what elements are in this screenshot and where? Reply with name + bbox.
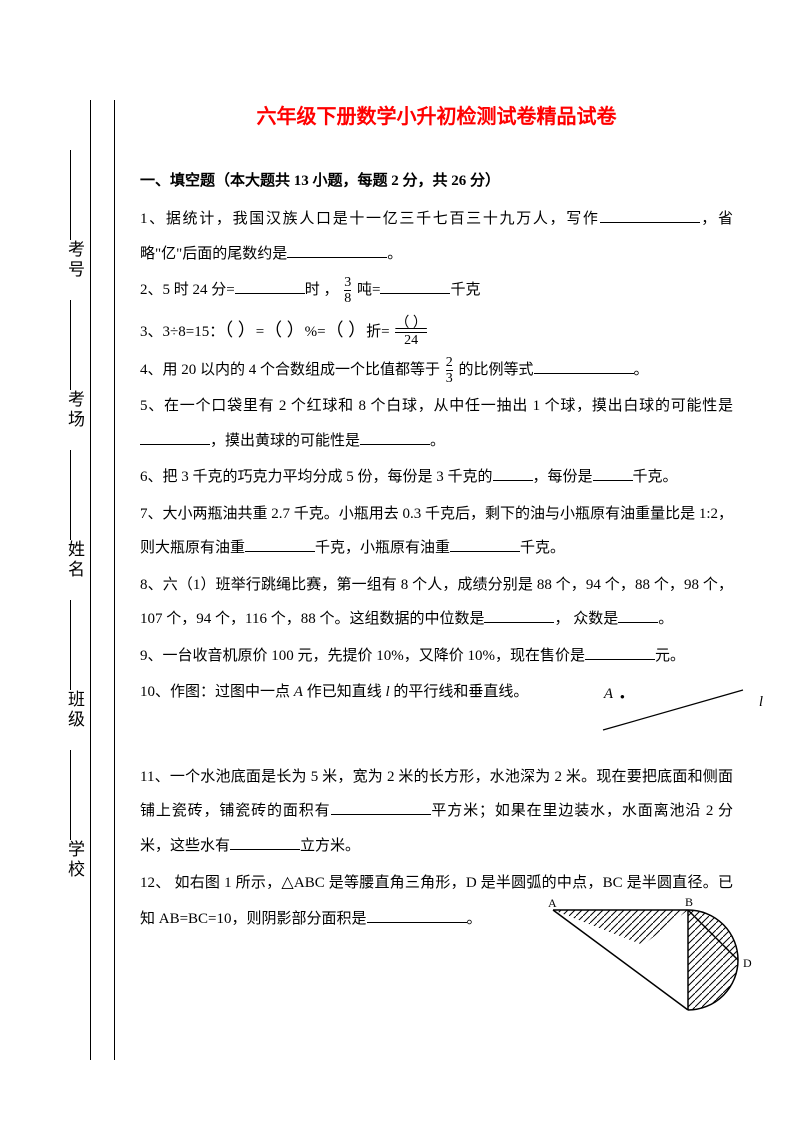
- q12-figure: A B D C: [548, 895, 763, 1015]
- q8-blank-1: [484, 608, 554, 623]
- q7-text-b: 千克，小瓶原有油重: [315, 540, 450, 556]
- q12-blank-1: [367, 908, 467, 923]
- q12-text-c: 。: [467, 911, 482, 927]
- question-2: 2、5 时 24 分= 时 ， 38 吨= 千克: [140, 273, 733, 308]
- question-3: 3、3÷8=15：（ ）=（ ）%=（ ）折= （ ）24: [140, 310, 733, 351]
- q2-text-d: 千克: [450, 282, 480, 298]
- q3-paren-1: （ ）: [224, 320, 256, 340]
- q6-text-a: 6、把 3 千克的巧克力平均分成 5 份，每份是 3 千克的: [140, 469, 493, 485]
- q4-frac-den: 3: [446, 370, 453, 386]
- q8-text-b: ， 众数是: [554, 611, 618, 627]
- q11-blank-2: [230, 835, 300, 850]
- q10-line-l-label: l: [759, 685, 763, 720]
- q4-text-a: 4、用 20 以内的 4 个合数组成一个比值都等于: [140, 362, 440, 378]
- q6-blank-2: [593, 466, 633, 481]
- q10-text-b: A: [294, 684, 303, 700]
- q8-blank-2: [618, 608, 658, 623]
- q9-text-b: 元。: [655, 648, 685, 664]
- q5-text-b: ，摸出黄球的可能性是: [210, 433, 360, 449]
- q10-text-c: 作已知直线: [303, 684, 386, 700]
- triangle-icon: △: [281, 874, 294, 891]
- question-1: 1、据统计，我国汉族人口是十一亿三千七百三十九万人，写作，省略"亿"后面的尾数约…: [140, 202, 733, 271]
- q1-blank-1: [600, 208, 700, 223]
- q10-text-e: 的平行线和垂直线。: [390, 684, 529, 700]
- q12-label-a: A: [548, 896, 557, 910]
- page-content: 六年级下册数学小升初检测试卷精品试卷 一、填空题（本大题共 13 小题，每题 2…: [0, 0, 793, 999]
- q9-blank-1: [585, 645, 655, 660]
- question-10: 10、作图：过图中一点 A 作已知直线 l 的平行线和垂直线。 A • l: [140, 675, 733, 710]
- page-title: 六年级下册数学小升初检测试卷精品试卷: [140, 100, 733, 129]
- q2-text-a: 2、5 时 24 分=: [140, 282, 235, 298]
- q1-text-a: 1、据统计，我国汉族人口是十一亿三千七百三十九万人，写作: [140, 211, 600, 227]
- q4-text-b: 的比例等式: [459, 362, 534, 378]
- q3-paren-3: （ ）: [326, 320, 367, 340]
- q8-text-c: 。: [658, 611, 673, 627]
- q3-frac-den: 24: [395, 332, 427, 348]
- q3-text-a: 3、3÷8=15：: [140, 324, 224, 340]
- q4-text-c: 。: [634, 362, 649, 378]
- q3-text-c: %=: [305, 324, 326, 340]
- q4-frac-num: 2: [446, 355, 453, 370]
- q3-frac-num: （ ）: [395, 316, 427, 331]
- q12-label-c: C: [683, 1012, 691, 1015]
- q2-frac-den: 8: [344, 290, 351, 306]
- q5-blank-1: [140, 430, 210, 445]
- q3-paren-2: （ ）: [264, 320, 305, 340]
- q10-text-a: 10、作图：过图中一点: [140, 684, 294, 700]
- q5-text-a: 5、在一个口袋里有 2 个红球和 8 个白球，从中任一抽出 1 个球，摸出白球的…: [140, 398, 733, 414]
- q6-text-b: ，每份是: [533, 469, 593, 485]
- q10-line-figure: [593, 685, 753, 735]
- q7-blank-1: [245, 537, 315, 552]
- question-9: 9、一台收音机原价 100 元，先提价 10%，又降价 10%，现在售价是 元。: [140, 639, 733, 674]
- q3-text-b: =: [256, 324, 264, 340]
- question-4: 4、用 20 以内的 4 个合数组成一个比值都等于 23 的比例等式 。: [140, 353, 733, 388]
- q3-fraction: （ ）24: [395, 316, 427, 348]
- q12-label-b: B: [685, 895, 693, 909]
- q11-blank-1: [331, 800, 431, 815]
- q2-text-b: 时 ，: [305, 282, 339, 298]
- q2-fraction: 38: [344, 275, 351, 307]
- question-12: 12、 如右图 1 所示，△ABC 是等腰直角三角形，D 是半圆弧的中点，BC …: [140, 865, 733, 936]
- q7-blank-2: [450, 537, 520, 552]
- q5-text-c: 。: [430, 433, 445, 449]
- q2-blank-2: [380, 279, 450, 294]
- question-6: 6、把 3 千克的巧克力平均分成 5 份，每份是 3 千克的 ，每份是 千克。: [140, 460, 733, 495]
- q4-blank-1: [534, 359, 634, 374]
- q6-text-c: 千克。: [633, 469, 678, 485]
- q7-text-c: 千克。: [520, 540, 565, 556]
- q4-fraction: 23: [446, 355, 453, 387]
- question-5: 5、在一个口袋里有 2 个红球和 8 个白球，从中任一抽出 1 个球，摸出白球的…: [140, 389, 733, 458]
- question-8: 8、六（1）班举行跳绳比赛，第一组有 8 个人，成绩分别是 88 个，94 个，…: [140, 568, 733, 637]
- q3-text-d: 折=: [366, 324, 389, 340]
- section-1-header: 一、填空题（本大题共 13 小题，每题 2 分，共 26 分）: [140, 169, 733, 190]
- q1-text-c: 。: [387, 246, 402, 262]
- q6-blank-1: [493, 466, 533, 481]
- q1-blank-2: [287, 243, 387, 258]
- question-11: 11、一个水池底面是长为 5 米，宽为 2 米的长方形，水池深为 2 米。现在要…: [140, 760, 733, 864]
- q2-blank-1: [235, 279, 305, 294]
- q2-frac-num: 3: [344, 275, 351, 290]
- q5-blank-2: [360, 430, 430, 445]
- q9-text-a: 9、一台收音机原价 100 元，先提价 10%，又降价 10%，现在售价是: [140, 648, 585, 664]
- question-7: 7、大小两瓶油共重 2.7 千克。小瓶用去 0.3 千克后，剩下的油与小瓶原有油…: [140, 497, 733, 566]
- q12-text-a: 12、 如右图 1 所示，: [140, 875, 281, 891]
- q2-text-c: 吨=: [357, 282, 380, 298]
- q11-text-c: 立方米。: [300, 838, 360, 854]
- q12-label-d: D: [743, 956, 752, 970]
